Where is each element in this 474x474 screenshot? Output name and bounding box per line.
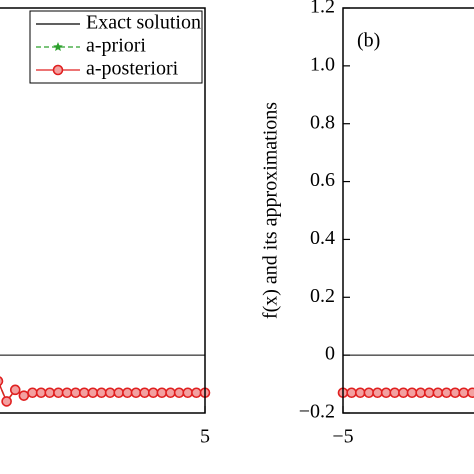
- marker: [9, 384, 21, 396]
- marker: [182, 387, 194, 399]
- marker: [87, 387, 99, 399]
- y-axis-label: f(x) and its approximations: [260, 102, 282, 319]
- marker: [70, 387, 81, 399]
- marker: [44, 387, 56, 399]
- marker: [191, 387, 202, 399]
- marker: [415, 387, 426, 399]
- marker: [363, 387, 375, 399]
- marker: [449, 387, 461, 399]
- marker: [18, 390, 30, 401]
- legend-marker: [53, 42, 63, 51]
- y-tick-label: 0: [325, 343, 335, 365]
- marker: [165, 387, 176, 399]
- y-tick-label: 0.6: [310, 169, 335, 191]
- marker: [122, 387, 133, 399]
- x-tick-label: −5: [332, 426, 353, 448]
- axes-frame: [342, 7, 474, 414]
- y-tick-label: 1.0: [310, 53, 335, 75]
- legend-label: Exact solution: [86, 12, 201, 34]
- legend-marker: [52, 64, 64, 76]
- panel: −0.2 0 0.2 0.4 0.6 0.8 1.0 1.2 −5 (b) f(x) and its…: [260, 0, 474, 448]
- marker: [389, 387, 401, 399]
- marker: [27, 387, 38, 399]
- marker: [130, 387, 142, 399]
- marker: [35, 387, 47, 399]
- marker: [380, 387, 392, 399]
- marker: [53, 387, 64, 399]
- marker: [346, 387, 357, 399]
- marker: [423, 387, 435, 399]
- marker: [147, 387, 159, 399]
- marker: [78, 387, 90, 399]
- marker: [354, 387, 366, 399]
- marker: [156, 387, 168, 399]
- y-tick-label: 0.8: [310, 111, 335, 133]
- marker: [61, 387, 73, 399]
- marker: [441, 387, 452, 399]
- x-tick-label: 5: [200, 426, 210, 448]
- axes-frame: [0, 7, 206, 414]
- y-tick-label: −0.2: [299, 401, 335, 423]
- marker: [139, 387, 150, 399]
- marker: [96, 387, 107, 399]
- marker: [398, 387, 409, 399]
- marker: [467, 387, 474, 399]
- marker: [1, 396, 12, 407]
- marker: [406, 387, 418, 399]
- marker: [173, 387, 185, 399]
- marker: [432, 387, 444, 399]
- marker: [113, 387, 125, 399]
- y-tick-label: 0.4: [310, 227, 335, 249]
- legend-label: a-priori: [86, 35, 146, 57]
- panel-label: (b): [357, 30, 380, 52]
- marker: [458, 387, 470, 399]
- marker: [0, 376, 4, 387]
- marker: [372, 387, 383, 399]
- legend-label: a-posteriori: [86, 58, 179, 80]
- y-tick-label: 0.2: [310, 285, 335, 307]
- marker: [104, 387, 116, 399]
- y-tick-label: 1.2: [310, 0, 335, 18]
